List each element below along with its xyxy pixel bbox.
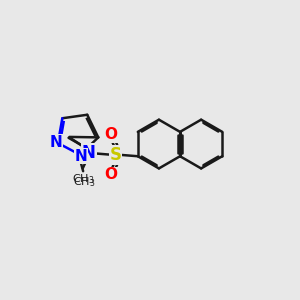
Text: CH$_3$: CH$_3$ [74,175,96,189]
Text: N: N [82,144,96,162]
Text: N: N [74,149,87,164]
Text: O: O [105,167,118,182]
Text: S: S [110,146,122,164]
Text: N: N [49,135,62,150]
Text: O: O [105,127,118,142]
Text: CH$_3$: CH$_3$ [72,172,94,186]
